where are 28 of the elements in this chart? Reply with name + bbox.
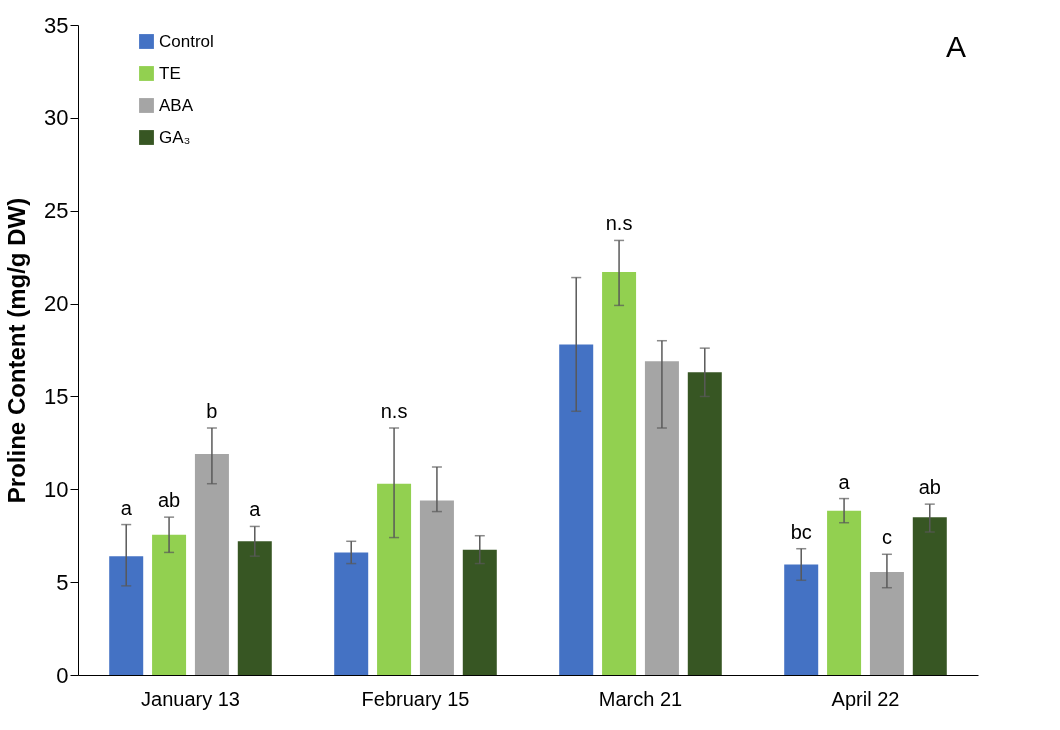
y-tick-label: 5 bbox=[56, 569, 69, 595]
data-label: c bbox=[881, 526, 892, 549]
x-tick-label: March 21 bbox=[598, 687, 683, 710]
legend-label: ABA bbox=[159, 95, 194, 115]
data-label: a bbox=[249, 498, 262, 521]
annotation: A bbox=[945, 30, 966, 63]
y-tick-label: 20 bbox=[44, 291, 69, 317]
y-tick-label: 30 bbox=[44, 105, 69, 131]
data-label: a bbox=[120, 496, 133, 519]
data-label: a bbox=[838, 470, 851, 493]
x-tick-label: February 15 bbox=[361, 687, 470, 710]
y-tick-label: 0 bbox=[56, 662, 69, 688]
y-tick-label: 10 bbox=[44, 476, 69, 502]
data-label: ab bbox=[157, 489, 181, 512]
legend-label: GA₃ bbox=[159, 127, 191, 147]
y-tick-label: 25 bbox=[44, 198, 69, 224]
data-label: bc bbox=[790, 520, 812, 543]
data-label: n.s bbox=[605, 212, 633, 235]
x-tick-label: January 13 bbox=[141, 687, 240, 710]
y-tick-label: 15 bbox=[44, 383, 69, 409]
data-label: n.s bbox=[380, 400, 408, 422]
y-tick-label: 35 bbox=[44, 12, 69, 38]
y-axis-title: Proline Content (mg/g DW) bbox=[3, 197, 31, 504]
data-label: b bbox=[206, 400, 218, 422]
data-label: ab bbox=[918, 476, 941, 499]
legend-label: TE bbox=[159, 63, 181, 83]
x-tick-label: April 22 bbox=[831, 687, 900, 710]
legend-label: Control bbox=[159, 31, 214, 51]
